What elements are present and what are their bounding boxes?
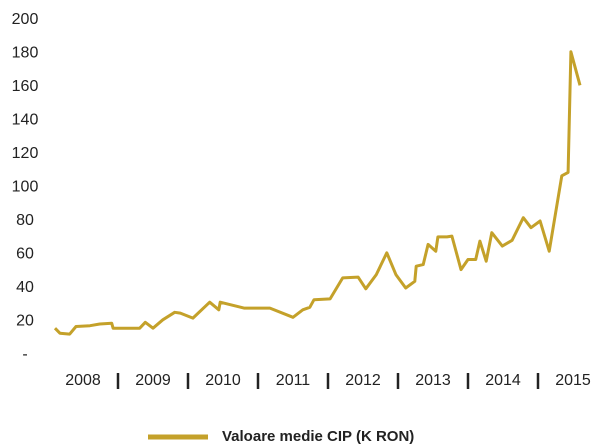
y-tick-label: 140: [12, 112, 39, 129]
legend-label: Valoare medie CIP (K RON): [222, 428, 414, 445]
x-tick-label: 2012: [345, 372, 381, 389]
x-tick-label: 2008: [65, 372, 101, 389]
y-tick-label: 180: [12, 45, 39, 62]
y-tick-label: -: [22, 346, 27, 363]
y-tick-label: 60: [16, 246, 34, 263]
x-tick-label: 2014: [485, 372, 521, 389]
x-tick-label: 2010: [205, 372, 241, 389]
x-tick-label: 2013: [415, 372, 451, 389]
y-tick-label: 20: [16, 313, 34, 330]
y-tick-label: 80: [16, 212, 34, 229]
y-tick-label: 40: [16, 279, 34, 296]
y-tick-label: 100: [12, 179, 39, 196]
y-tick-label: 200: [12, 11, 39, 28]
data-line: [53, 50, 582, 336]
x-tick-label: 2009: [135, 372, 171, 389]
x-tick-label: 2015: [555, 372, 591, 389]
y-tick-label: 160: [12, 78, 39, 95]
y-tick-label: 120: [12, 145, 39, 162]
x-tick-label: 2011: [276, 372, 311, 389]
